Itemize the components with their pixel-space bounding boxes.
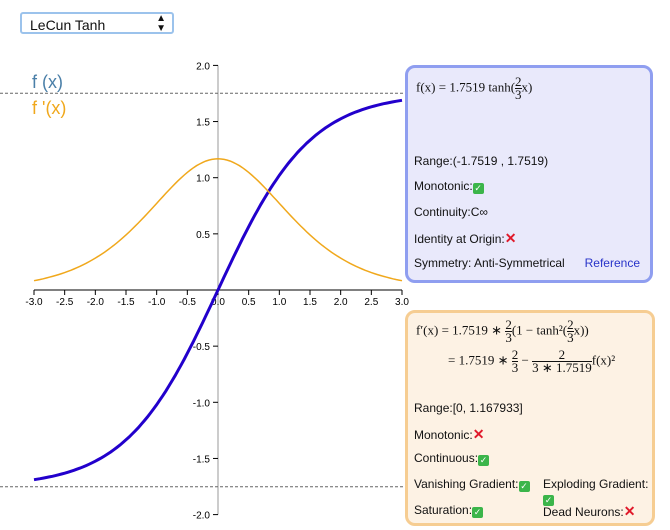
df-vanishing: Vanishing Gradient: ✓ <box>414 477 530 492</box>
dropdown-value: LeCun Tanh <box>30 17 106 33</box>
f-monotonic: Monotonic: ✓ <box>414 179 484 194</box>
x-tick-label: 0.0 <box>211 297 225 308</box>
x-tick-label: 3.0 <box>395 297 409 308</box>
y-tick-label: 2.0 <box>196 61 210 72</box>
x-tick-label: 2.0 <box>334 297 348 308</box>
cross-icon: ✕ <box>504 230 517 246</box>
legend-f: f (x) <box>32 72 63 92</box>
x-tick-label: -1.0 <box>148 297 166 308</box>
df-continuous: Continuous: ✓ <box>414 451 490 466</box>
f-range: Range:(-1.7519 , 1.7519) <box>414 154 549 168</box>
check-icon: ✓ <box>543 495 554 506</box>
activation-dropdown[interactable]: LeCun Tanh ▲ ▼ <box>20 12 174 34</box>
x-tick-label: -1.5 <box>117 297 135 308</box>
check-icon: ✓ <box>518 481 530 492</box>
x-tick-label: 1.0 <box>272 297 286 308</box>
function-curve <box>33 98 403 482</box>
derivative-curve <box>33 158 403 282</box>
x-tick-label: 1.5 <box>303 297 317 308</box>
df-range: Range:[0, 1.167933] <box>414 401 523 415</box>
check-icon: ✓ <box>472 507 484 518</box>
x-tick-label: -0.5 <box>179 297 197 308</box>
function-panel: f(x) = 1.7519 tanh(2 3 x) Range:(-1.7519 ,… <box>405 65 653 283</box>
df-formula-line1: f′(x) = 1.7519 ∗ 2 3 (1 − tanh²(2 3 x)) <box>416 317 589 345</box>
check-icon: ✓ <box>472 183 484 194</box>
y-tick-label: -1.5 <box>193 454 211 465</box>
derivative-panel: f′(x) = 1.7519 ∗ 2 3 (1 − tanh²(2 3 x)) = 1.… <box>405 310 655 526</box>
df-monotonic: Monotonic:✕ <box>414 426 485 442</box>
f-symmetry: Symmetry: Anti-Symmetrical <box>414 256 565 270</box>
y-tick-label: 0.5 <box>196 230 210 241</box>
chevron-updown-icon: ▲ ▼ <box>156 13 166 34</box>
f-identity: Identity at Origin:✕ <box>414 230 517 246</box>
y-tick-label: -0.5 <box>193 342 211 353</box>
y-tick-label: -1.0 <box>193 398 211 409</box>
check-icon: ✓ <box>478 455 490 466</box>
y-tick-label: 1.0 <box>196 174 210 185</box>
y-tick-label: -2.0 <box>193 511 211 522</box>
x-tick-label: 2.5 <box>364 297 378 308</box>
f-continuity: Continuity:C∞ <box>414 205 488 219</box>
x-tick-label: -2.5 <box>56 297 74 308</box>
reference-link[interactable]: Reference <box>584 256 640 270</box>
cross-icon: ✕ <box>623 503 636 519</box>
cross-icon: ✕ <box>472 426 485 442</box>
df-saturation: Saturation: ✓ <box>414 503 484 518</box>
x-tick-label: -3.0 <box>25 297 43 308</box>
x-tick-label: 0.5 <box>242 297 256 308</box>
y-tick-label: 1.5 <box>196 118 210 129</box>
df-dead-neurons: Dead Neurons:✕ <box>543 503 636 519</box>
legend-df: f '(x) <box>32 98 67 118</box>
x-tick-label: -2.0 <box>87 297 105 308</box>
df-exploding: Exploding Gradient:✓ <box>543 477 649 506</box>
f-formula: f(x) = 1.7519 tanh(2 3 x) <box>416 74 533 102</box>
